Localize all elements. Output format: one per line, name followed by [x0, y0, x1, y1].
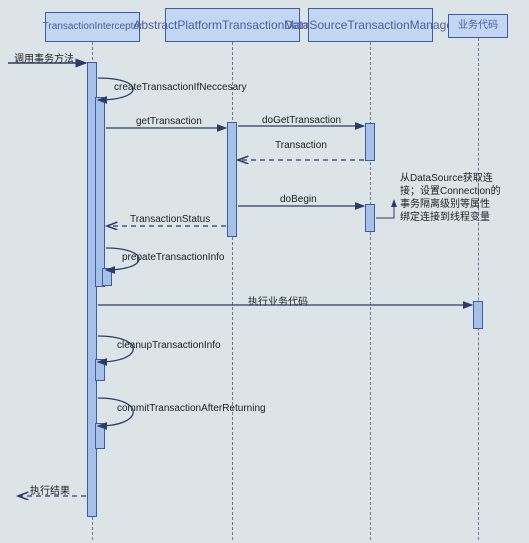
label-cleanup: cleanupTransactionInfo: [117, 340, 217, 351]
participant-label: TransactionInterceptor: [43, 21, 143, 33]
label-result: 执行结果: [30, 482, 70, 497]
participant-label: 业务代码: [458, 20, 498, 32]
sequence-arrows: [0, 0, 529, 543]
label-dobegin: doBegin: [280, 194, 317, 205]
participant-transaction-interceptor: TransactionInterceptor: [45, 12, 140, 42]
activation-p1-cleanup: [95, 359, 105, 381]
label-txret: Transaction: [275, 140, 327, 151]
label-gettx: getTransaction: [136, 116, 202, 127]
note-datasource: 从DataSource获取连 接；设置Connection的 事务隔离级别等属性…: [400, 172, 528, 224]
note-line: 从DataSource获取连: [400, 172, 528, 185]
label-doget: doGetTransaction: [262, 115, 341, 126]
activation-p4-exec: [473, 301, 483, 329]
activation-p1-prepare: [102, 268, 112, 286]
label-txstatus: TransactionStatus: [130, 214, 210, 225]
lifeline-p4: [478, 38, 479, 540]
note-line: 事务隔离级别等属性: [400, 198, 528, 211]
label-commit: commitTransactionAfterReturning: [117, 403, 237, 414]
participant-abstract-platform-tm: AbstractPlatformTransactionManager: [165, 8, 300, 42]
participant-label: DataSourceTransactionManager: [284, 18, 457, 32]
lifeline-p3: [370, 42, 371, 540]
activation-p3-dobegin: [365, 204, 375, 232]
participant-business-code: 业务代码: [448, 14, 508, 38]
activation-p1-commit: [95, 423, 105, 449]
activation-p1-create: [95, 97, 105, 287]
activation-p3-doget: [365, 123, 375, 161]
participant-datasource-tm: DataSourceTransactionManager: [308, 8, 433, 42]
label-exec: 执行业务代码: [248, 293, 308, 308]
note-line: 绑定连接到线程变量: [400, 211, 528, 224]
label-prepare: prepateTransactionInfo: [122, 252, 224, 263]
lifeline-p2: [232, 42, 233, 540]
activation-p2-gettx: [227, 122, 237, 237]
label-create: createTransactionIfNeccesary: [114, 82, 234, 93]
note-line: 接；设置Connection的: [400, 185, 528, 198]
label-call: 调用事务方法: [14, 50, 74, 65]
